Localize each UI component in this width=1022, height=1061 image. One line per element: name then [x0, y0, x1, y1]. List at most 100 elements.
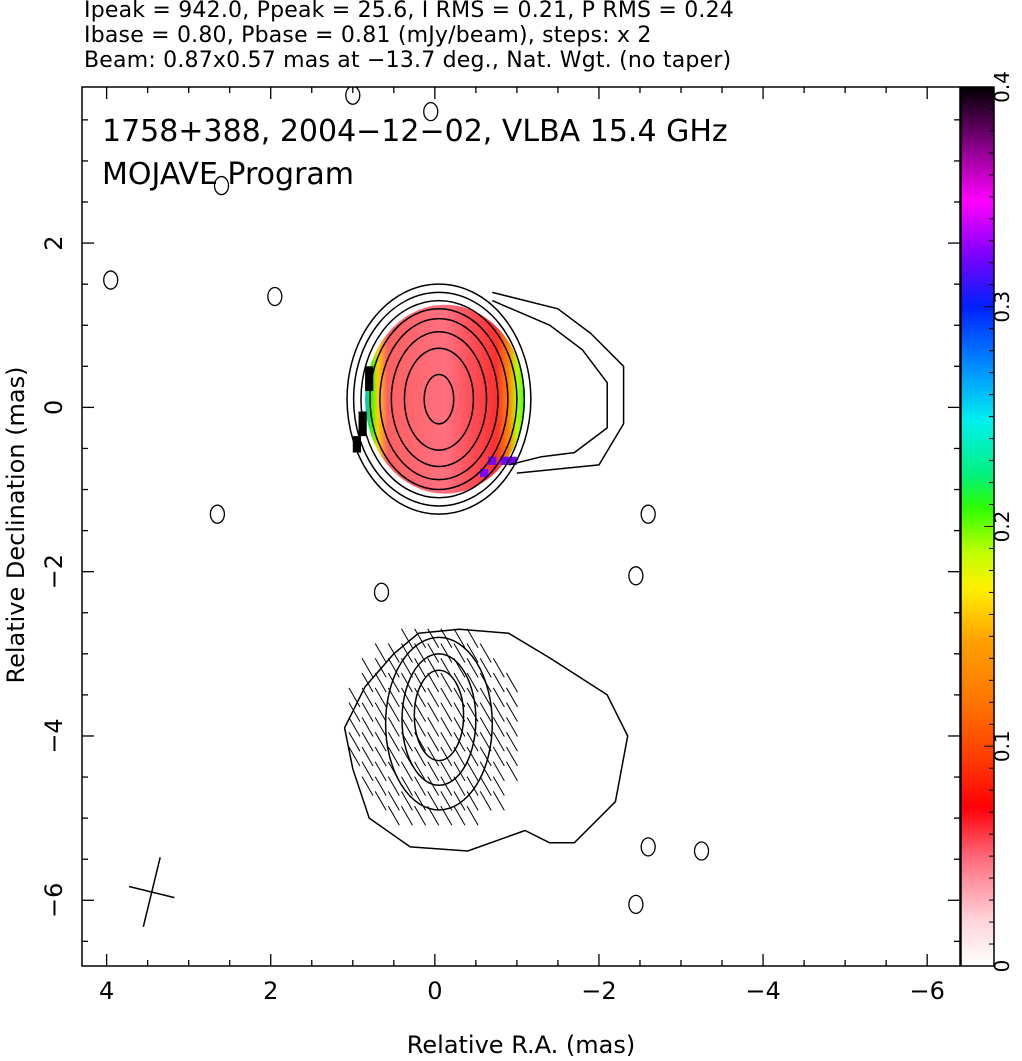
evpa-tick	[440, 791, 453, 811]
evpa-tick	[374, 746, 387, 767]
evpa-tick	[466, 672, 479, 693]
evpa-tick	[361, 746, 374, 767]
evpa-tick	[492, 761, 505, 782]
header-line-1: Ipeak = 942.0, Ppeak = 25.6, I RMS = 0.2…	[84, 0, 734, 23]
core-contour	[360, 299, 518, 499]
evpa-tick	[506, 746, 518, 767]
evpa-tick	[440, 776, 453, 796]
evpa-tick	[440, 717, 453, 737]
x-tick-label: −6	[909, 977, 944, 1005]
evpa-tick	[401, 776, 413, 796]
evpa-tick	[466, 761, 479, 782]
evpa-tick	[401, 791, 413, 811]
evpa-tick	[414, 761, 427, 782]
header-line-2: Ibase = 0.80, Pbase = 0.81 (mJy/beam), s…	[84, 23, 652, 48]
evpa-tick	[401, 805, 413, 826]
evpa-tick	[387, 776, 400, 796]
evpa-tick	[401, 761, 413, 782]
evpa-tick	[427, 672, 440, 693]
evpa-tick	[374, 761, 387, 782]
evpa-tick	[414, 643, 427, 663]
evpa-tick	[401, 702, 413, 722]
chart-subtitle: MOJAVE Program	[102, 157, 354, 192]
plot-frame	[81, 86, 961, 967]
core-contour	[352, 291, 526, 507]
colorbar-tick-label: 0.2	[990, 511, 1014, 543]
evpa-tick	[440, 702, 453, 722]
y-tick-label: 0	[40, 400, 68, 415]
evpa-tick	[414, 805, 427, 826]
evpa-tick	[427, 702, 440, 722]
noise-contour	[628, 566, 644, 586]
evpa-tick	[361, 731, 374, 752]
evpa-tick	[492, 746, 505, 767]
evpa-tick	[361, 702, 374, 722]
evpa-tick	[479, 761, 492, 782]
evpa-tick	[427, 805, 440, 826]
polarization-edge-pixel	[500, 456, 509, 465]
evpa-tick	[361, 776, 374, 796]
evpa-tick	[387, 761, 400, 782]
evpa-tick	[387, 687, 400, 708]
evpa-tick	[401, 731, 413, 752]
evpa-tick	[440, 687, 453, 708]
evpa-tick	[387, 805, 400, 826]
evpa-tick	[506, 717, 518, 737]
lower-component-contour	[401, 653, 477, 787]
evpa-tick	[440, 658, 453, 678]
evpa-tick	[479, 687, 492, 708]
evpa-tick	[440, 643, 453, 663]
evpa-tick	[466, 643, 479, 663]
beam-minor-axis	[128, 885, 175, 899]
evpa-tick	[453, 687, 466, 708]
core-contour	[346, 283, 532, 515]
evpa-tick	[348, 717, 361, 737]
evpa-tick	[453, 746, 466, 767]
evpa-tick	[440, 761, 453, 782]
evpa-tick	[479, 731, 492, 752]
evpa-tick	[427, 643, 440, 663]
evpa-tick	[453, 672, 466, 693]
evpa-tick	[466, 702, 479, 722]
evpa-tick	[427, 731, 440, 752]
evpa-tick	[440, 805, 453, 826]
evpa-tick	[348, 702, 361, 722]
evpa-tick	[427, 791, 440, 811]
core-contour	[423, 373, 455, 425]
core-contour	[379, 317, 499, 481]
noise-contour	[423, 101, 439, 122]
header-line-3: Beam: 0.87x0.57 mas at −13.7 deg., Nat. …	[84, 48, 732, 73]
evpa-tick	[453, 717, 466, 737]
evpa-tick	[427, 776, 440, 796]
evpa-tick	[401, 628, 413, 648]
noise-contour	[373, 582, 390, 602]
evpa-tick	[387, 791, 400, 811]
evpa-tick	[387, 746, 400, 767]
evpa-tick	[361, 672, 374, 693]
y-tick-label: 2	[40, 235, 68, 250]
evpa-tick	[492, 731, 505, 752]
evpa-tick	[414, 687, 427, 708]
evpa-tick	[453, 776, 466, 796]
noise-contour	[209, 504, 226, 524]
x-tick-label: 0	[427, 977, 442, 1005]
evpa-tick	[492, 702, 505, 722]
evpa-tick	[479, 672, 492, 693]
evpa-tick	[453, 731, 466, 752]
polarization-edge-pixel	[508, 456, 517, 465]
evpa-tick	[506, 761, 518, 782]
evpa-tick	[506, 731, 518, 752]
core-contour	[390, 331, 488, 468]
colorbar-tick-label: 0.3	[990, 291, 1014, 323]
noise-contour	[640, 837, 656, 857]
noise-contour	[628, 894, 644, 915]
evpa-tick	[401, 687, 413, 708]
evpa-tick	[479, 658, 492, 678]
evpa-tick	[492, 717, 505, 737]
evpa-tick	[427, 761, 440, 782]
evpa-tick	[479, 643, 492, 663]
lower-component-contour	[413, 669, 465, 762]
colorbar-axis: 0 0.1 0.2 0.3 0.4	[984, 71, 1014, 972]
evpa-tick	[506, 687, 518, 708]
